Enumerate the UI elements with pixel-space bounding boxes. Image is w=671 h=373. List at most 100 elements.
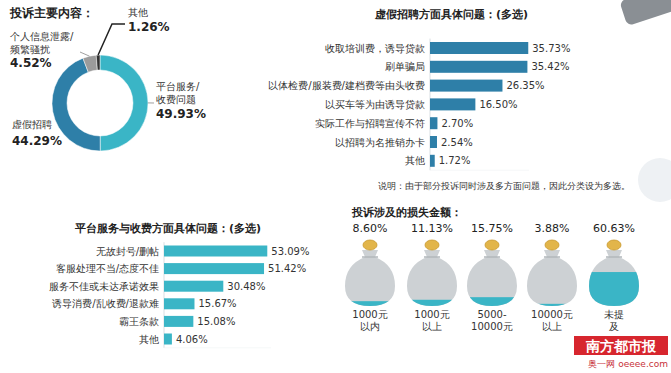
bar	[430, 136, 437, 148]
bag-fill-group	[588, 272, 640, 306]
data-label: 3.88%	[535, 222, 570, 235]
category-label-line: 5000-	[477, 309, 506, 320]
data-label: 44.29%	[12, 134, 62, 148]
category-label: 1000元以内	[352, 309, 387, 332]
data-label: 2.70%	[441, 118, 473, 129]
axis-line	[164, 242, 165, 348]
bar	[164, 281, 223, 292]
leader-line	[148, 102, 154, 103]
bag-fill-group	[526, 304, 578, 306]
data-label: 30.48%	[227, 281, 265, 292]
bar	[164, 334, 172, 345]
data-label: 26.35%	[506, 80, 544, 91]
category-label: 以买车等为由诱导贷款	[325, 99, 425, 110]
bag-fill	[526, 304, 578, 306]
bag	[467, 250, 517, 306]
site-text: 奥一网 oeeee.com	[588, 359, 668, 369]
category-label: 实际工作与招聘宣传不符	[315, 118, 425, 129]
bar	[164, 263, 264, 274]
bag-fill-group	[344, 301, 396, 306]
data-label: 4.06%	[176, 334, 208, 345]
leader-line	[98, 24, 125, 55]
bars	[430, 42, 528, 167]
bag-fill-group	[406, 300, 458, 306]
bag	[407, 250, 457, 306]
data-label: 4.52%	[10, 56, 52, 70]
data-label: 49.93%	[156, 107, 206, 121]
category-label-line: 以上	[422, 321, 442, 332]
category-label: 服务不佳或未达承诺效果	[49, 281, 159, 292]
bag-fill	[406, 300, 458, 306]
category-label: 霸王条款	[119, 316, 159, 327]
bag-tie	[362, 256, 378, 258]
bar	[164, 246, 267, 257]
data-label: 8.60%	[353, 222, 388, 235]
bar-chart: 虚假招聘方面具体问题：(多选)收取培训费，诱导贷款35.73%刷单骗局35.42…	[268, 8, 630, 191]
annotation: 说明：由于部分投诉同时涉及多方面问题，因此分类设为多选。	[378, 181, 630, 191]
decoration	[619, 0, 671, 26]
data-label: 1.26%	[128, 20, 170, 34]
logo-text: 南方都市报	[585, 338, 657, 354]
background	[0, 0, 671, 373]
coin	[363, 240, 377, 250]
category-label-line: 10000元	[531, 309, 573, 320]
data-label: 60.63%	[593, 222, 635, 235]
chart-title: 投诉主要内容：	[9, 6, 94, 20]
bar	[164, 298, 194, 309]
slice-label: 虚假招聘	[12, 119, 52, 130]
category-label: 其他	[139, 334, 159, 345]
canvas: 投诉主要内容： 平台服务/收费问题 49.93% 虚假招聘 44.29% 个人信息泄露/频…	[0, 0, 671, 373]
slice-label-line: 其他	[128, 7, 148, 18]
bar	[430, 61, 527, 73]
donut-chart: 投诉主要内容： 平台服务/收费问题 49.93% 虚假招聘 44.29% 个人信息泄露/频…	[9, 6, 206, 151]
bag	[345, 250, 395, 306]
category-label: 5000-10000元	[471, 309, 513, 332]
category-label: 刷单骗局	[385, 61, 425, 72]
category-label: 以体检费/服装费/建档费等由头收费	[268, 80, 425, 91]
bag-fill	[466, 297, 518, 306]
coin	[545, 240, 559, 250]
chart-title: 平台服务与收费方面具体问题：(多选)	[74, 222, 261, 235]
slice	[83, 55, 97, 72]
data-label: 15.67%	[198, 298, 236, 309]
axis-line	[164, 347, 271, 348]
category-label-line: 以内	[360, 321, 380, 332]
axis-line	[430, 170, 529, 171]
bag-fill-group	[466, 297, 518, 306]
bar	[430, 42, 528, 54]
slice-label: 平台服务/收费问题	[156, 81, 200, 105]
slices	[52, 55, 148, 151]
category-label: 客服处理不当/态度不佳	[56, 263, 159, 274]
bag-tie	[484, 256, 500, 258]
coin	[425, 240, 439, 250]
watermark: 南方都市报奥一网 oeeee.com	[574, 336, 668, 369]
category-label-line: 及	[609, 321, 619, 332]
slice-label-line: 个人信息泄露/	[10, 31, 74, 42]
bar	[430, 98, 475, 110]
slice-label: 个人信息泄露/频繁骚扰	[10, 31, 74, 55]
category-label-line: 10000元	[471, 321, 513, 332]
category-label: 未提及	[604, 309, 624, 332]
bar-chart: 平台服务与收费方面具体问题：(多选)无故封号/删帖53.09%客服处理不当/态度…	[49, 222, 309, 348]
data-label: 53.09%	[271, 246, 309, 257]
slice	[100, 55, 148, 151]
slice-label-line: 收费问题	[156, 94, 196, 105]
data-label: 1.72%	[439, 155, 471, 166]
category-label: 诱导消费/乱收费/退款难	[52, 298, 159, 309]
category-label-line: 未提	[604, 309, 624, 320]
bar	[430, 155, 435, 167]
data-label: 35.42%	[531, 61, 569, 72]
category-label: 以招聘为名推销办卡	[335, 137, 425, 148]
data-label: 35.73%	[532, 43, 570, 54]
bars	[164, 246, 267, 345]
category-label-line: 1000元	[414, 309, 449, 320]
bag-fill	[588, 272, 640, 306]
data-label: 2.54%	[441, 137, 473, 148]
category-label: 1000元以上	[414, 309, 449, 332]
data-label: 15.75%	[471, 222, 513, 235]
category-label: 10000元以上	[531, 309, 573, 332]
slice-label-line: 虚假招聘	[12, 119, 52, 130]
category-label: 其他	[405, 155, 425, 166]
bar	[164, 316, 193, 327]
chart-title: 虚假招聘方面具体问题：(多选)	[374, 8, 528, 21]
